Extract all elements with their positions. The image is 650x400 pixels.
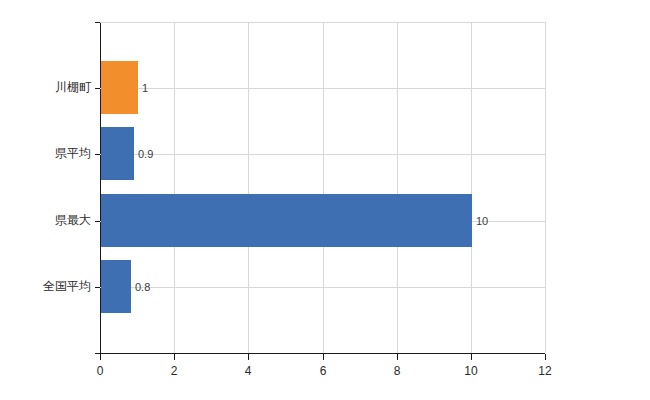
category-label: 県最大	[2, 213, 91, 228]
x-tick-label: 10	[451, 364, 491, 378]
horizontal-bar-chart: 0 2 4 6 8 10 12 1 川棚町 0.9 県平均 10 県最大 0.8 全国平均	[0, 0, 650, 400]
category-label: 全国平均	[2, 279, 91, 294]
x-axis-tick	[174, 354, 175, 360]
x-axis-tick	[471, 354, 472, 360]
y-axis-tick	[95, 154, 100, 155]
y-axis-top-tick	[95, 22, 100, 23]
x-axis-tick	[397, 354, 398, 360]
x-axis-tick	[545, 354, 546, 360]
y-axis-tick	[95, 88, 100, 89]
x-tick-label: 12	[525, 364, 565, 378]
gridline-vertical	[323, 22, 324, 353]
category-label: 川棚町	[2, 80, 91, 95]
x-axis-tick	[248, 354, 249, 360]
bar-川棚町	[101, 61, 138, 114]
gridline-vertical	[397, 22, 398, 353]
bar-value-label: 10	[476, 214, 488, 228]
gridline-horizontal	[100, 88, 545, 89]
gridline-vertical	[545, 22, 546, 353]
x-axis-tick	[100, 354, 101, 360]
x-tick-label: 2	[154, 364, 194, 378]
x-tick-label: 4	[228, 364, 268, 378]
x-axis-tick	[323, 354, 324, 360]
bar-県最大	[101, 194, 472, 247]
bar-全国平均	[101, 260, 131, 313]
x-tick-label: 8	[377, 364, 417, 378]
gridline-vertical	[248, 22, 249, 353]
category-label: 県平均	[2, 146, 91, 161]
y-axis-tick	[95, 221, 100, 222]
gridline-vertical	[174, 22, 175, 353]
bar-県平均	[101, 127, 134, 180]
bar-value-label: 0.8	[135, 280, 150, 294]
plot-area: 0246810121川棚町0.9県平均10県最大0.8全国平均	[100, 22, 545, 353]
y-axis-tick	[95, 287, 100, 288]
bar-value-label: 1	[142, 81, 148, 95]
bar-value-label: 0.9	[138, 147, 153, 161]
x-tick-label: 6	[303, 364, 343, 378]
x-axis	[95, 353, 545, 354]
x-tick-label: 0	[80, 364, 120, 378]
gridline-horizontal	[100, 287, 545, 288]
gridline-vertical	[471, 22, 472, 353]
gridline-horizontal	[100, 154, 545, 155]
